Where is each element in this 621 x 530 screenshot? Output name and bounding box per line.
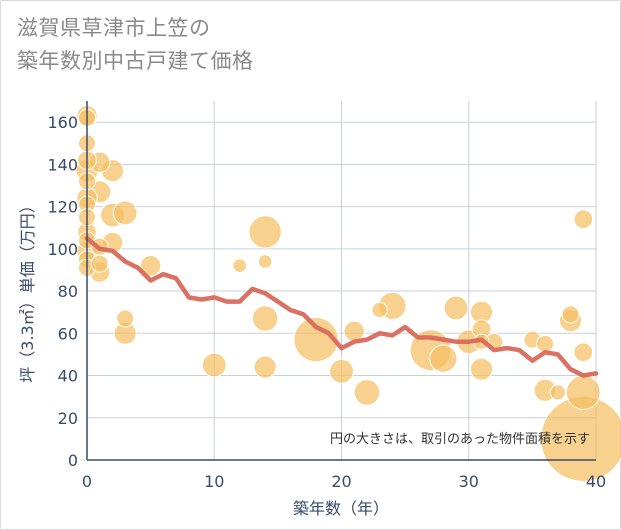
x-tick-label: 40 bbox=[586, 472, 606, 491]
chart-title: 滋賀県草津市上笠の 築年数別中古戸建て価格 bbox=[17, 12, 254, 78]
scatter-point bbox=[293, 317, 339, 363]
scatter-point bbox=[549, 384, 566, 401]
tick-labels: 0 20 40 60 80 100 120 140 160 0 10 20 30 40 bbox=[47, 113, 606, 491]
scatter-point bbox=[139, 255, 162, 277]
chart-title-line-2: 築年数別中古戸建て価格 bbox=[17, 49, 254, 73]
scatter-point bbox=[232, 258, 247, 274]
scatter-point bbox=[353, 379, 381, 406]
scatter-point bbox=[251, 305, 279, 332]
chart-title-line-1: 滋賀県草津市上笠の bbox=[17, 16, 211, 40]
y-tick-label: 120 bbox=[47, 198, 78, 217]
scatter-point bbox=[371, 301, 388, 319]
x-tick-label: 0 bbox=[82, 472, 92, 491]
y-tick-label: 80 bbox=[58, 282, 78, 301]
x-tick-label: 20 bbox=[331, 472, 351, 491]
y-axis-label: 坪（3.3㎡）単価（万円） bbox=[18, 197, 37, 382]
scatter-point bbox=[561, 305, 580, 324]
scatter-point bbox=[573, 342, 594, 363]
y-tick-label: 60 bbox=[58, 324, 78, 343]
scatter-point bbox=[112, 200, 138, 226]
grid bbox=[87, 101, 597, 460]
scatter-point bbox=[429, 344, 458, 373]
scatter-point bbox=[329, 358, 354, 384]
bubbles bbox=[75, 105, 621, 482]
scatter-point bbox=[573, 209, 594, 230]
scatter-point bbox=[90, 254, 109, 273]
scatter-point bbox=[257, 254, 273, 269]
y-tick-label: 0 bbox=[68, 451, 78, 470]
y-tick-label: 100 bbox=[47, 240, 78, 259]
scatter-point bbox=[201, 352, 227, 378]
scatter-point bbox=[565, 374, 601, 410]
scatter-point bbox=[469, 357, 494, 381]
axes bbox=[86, 101, 596, 461]
y-tick-label: 140 bbox=[47, 155, 78, 174]
y-tick-label: 40 bbox=[58, 367, 78, 386]
y-tick-label: 20 bbox=[58, 409, 78, 428]
x-axis-label: 築年数（年） bbox=[293, 499, 389, 518]
x-tick-label: 30 bbox=[459, 472, 479, 491]
x-tick-label: 10 bbox=[204, 472, 224, 491]
y-tick-label: 160 bbox=[47, 113, 78, 132]
scatter-point bbox=[443, 295, 469, 321]
scatter-point bbox=[253, 355, 277, 379]
scatter-point bbox=[248, 215, 282, 249]
scatter-point bbox=[536, 334, 555, 353]
bubble-size-note: 円の大きさは、取引のあった物件面積を示す bbox=[330, 432, 590, 447]
trend-line-group bbox=[84, 236, 599, 378]
scatter-point bbox=[116, 309, 135, 328]
trend-line bbox=[84, 236, 599, 378]
